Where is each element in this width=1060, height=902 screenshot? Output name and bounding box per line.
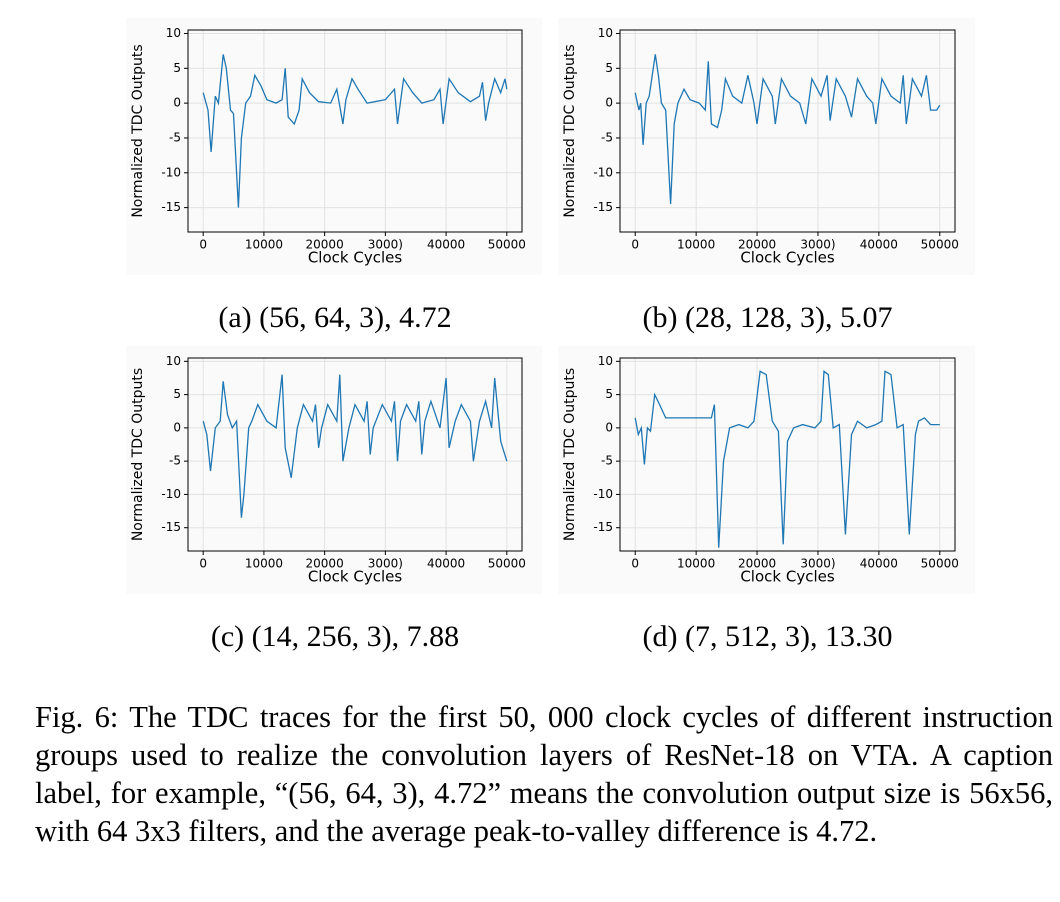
y-tick-label: 10	[598, 354, 613, 368]
x-tick-label: 20000	[738, 238, 776, 252]
y-tick-label: 10	[598, 26, 613, 40]
x-tick-label: 0	[631, 557, 639, 571]
trace-line	[634, 54, 941, 205]
subcaption: (a) (56, 64, 3), 4.72	[218, 301, 451, 334]
x-tick-label: 0	[631, 238, 639, 252]
y-axis-label: Normalized TDC Outputs	[130, 368, 146, 541]
x-tick-label: 10000	[245, 238, 283, 252]
x-axis-label: Clock Cycles	[740, 249, 835, 267]
axes-frame	[187, 29, 523, 233]
axes-frame	[619, 29, 956, 233]
y-tick-label: -10	[593, 487, 613, 501]
y-tick-label: 10	[166, 26, 181, 40]
y-tick-label: -5	[601, 130, 613, 144]
x-tick-label: 10000	[677, 557, 715, 571]
x-tick-label: 40000	[427, 238, 465, 252]
y-tick-label: 0	[605, 96, 613, 110]
x-tick-label: 40000	[860, 238, 898, 252]
x-tick-label: 0	[199, 238, 207, 252]
y-axis-label: Normalized TDC Outputs	[562, 368, 578, 541]
x-tick-label: 50000	[921, 557, 959, 571]
x-tick-label: 20000	[306, 557, 344, 571]
y-axis-label: Normalized TDC Outputs	[562, 44, 578, 217]
subcaption: (d) (7, 512, 3), 13.30	[643, 620, 893, 653]
x-tick-label: 50000	[921, 238, 959, 252]
trace-line	[634, 370, 940, 548]
y-tick-label: 0	[173, 96, 181, 110]
subcaption: (c) (14, 256, 3), 7.88	[211, 620, 459, 653]
x-axis-label: Clock Cycles	[308, 249, 403, 267]
y-tick-label: 5	[605, 387, 613, 401]
y-tick-label: 0	[173, 420, 181, 434]
x-tick-label: 20000	[738, 557, 776, 571]
x-axis-label: Clock Cycles	[308, 568, 403, 586]
trace-line	[202, 374, 508, 518]
plot-background	[558, 18, 975, 275]
y-tick-label: -15	[593, 520, 613, 534]
y-tick-label: -15	[161, 520, 181, 534]
plot-background	[126, 346, 542, 594]
subcaption: (b) (28, 128, 3), 5.07	[643, 301, 893, 334]
y-tick-label: 5	[173, 61, 181, 75]
y-tick-label: -5	[169, 130, 181, 144]
y-tick-label: -5	[601, 454, 613, 468]
x-tick-label: 3000)	[368, 238, 403, 252]
y-tick-label: 10	[166, 354, 181, 368]
axes-frame	[619, 357, 956, 552]
y-tick-label: 5	[173, 387, 181, 401]
x-axis-label: Clock Cycles	[740, 568, 835, 586]
y-tick-label: -10	[161, 487, 181, 501]
x-tick-label: 10000	[677, 238, 715, 252]
x-tick-label: 20000	[306, 238, 344, 252]
figure-caption: Fig. 6: The TDC traces for the first 50,…	[35, 700, 1053, 848]
y-tick-label: -5	[169, 454, 181, 468]
x-tick-label: 3000)	[368, 557, 403, 571]
y-tick-label: 5	[605, 61, 613, 75]
x-tick-label: 50000	[488, 557, 526, 571]
x-tick-label: 3000)	[800, 557, 835, 571]
x-tick-label: 3000)	[800, 238, 835, 252]
y-tick-label: -15	[593, 200, 613, 214]
x-tick-label: 40000	[860, 557, 898, 571]
y-tick-label: -15	[161, 200, 181, 214]
x-tick-label: 0	[199, 557, 207, 571]
y-tick-label: 0	[605, 420, 613, 434]
y-tick-label: -10	[161, 165, 181, 179]
axes-frame	[187, 357, 523, 552]
y-axis-label: Normalized TDC Outputs	[130, 44, 146, 217]
x-tick-label: 50000	[488, 238, 526, 252]
x-tick-label: 40000	[427, 557, 465, 571]
y-tick-label: -10	[593, 165, 613, 179]
trace-line	[202, 54, 508, 208]
x-tick-label: 10000	[245, 557, 283, 571]
